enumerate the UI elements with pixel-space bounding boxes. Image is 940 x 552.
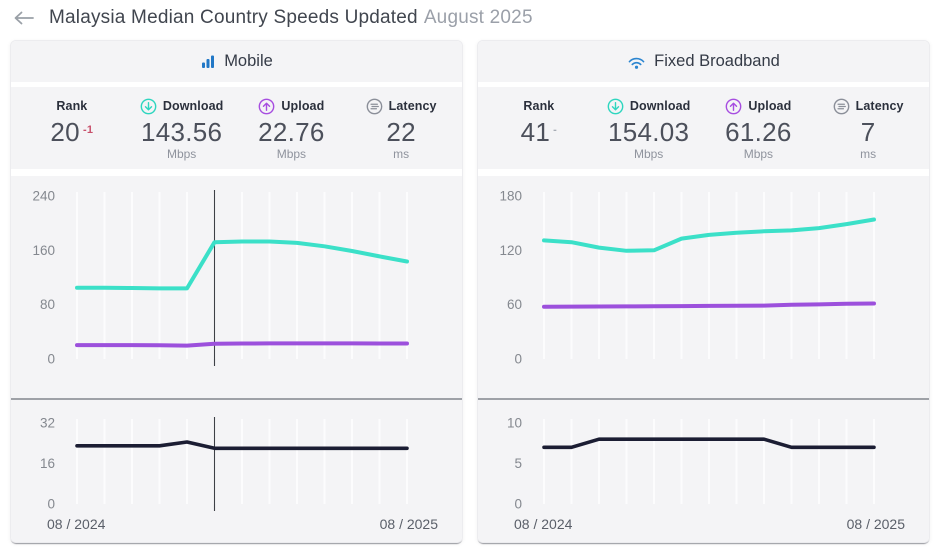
upload-label: Upload	[281, 99, 325, 113]
latency-unit: ms	[393, 147, 410, 161]
page-title-main: Malaysia Median Country Speeds Updated	[49, 7, 418, 28]
stat-latency: Latency 7 ms	[826, 97, 910, 161]
wifi-icon	[628, 57, 645, 69]
latency-icon	[366, 98, 383, 114]
svg-text:180: 180	[499, 189, 522, 204]
page-title: Malaysia Median Country Speeds Updated Au…	[49, 7, 533, 29]
stat-download: Download 143.56 Mbps	[140, 97, 224, 161]
rank-number: 41	[520, 117, 551, 147]
svg-text:60: 60	[507, 297, 522, 312]
download-label: Download	[162, 99, 224, 113]
svg-text:16: 16	[40, 456, 55, 471]
latency-label: Latency	[855, 99, 904, 113]
divider	[11, 169, 462, 176]
latency-label: Latency	[388, 99, 437, 113]
svg-text:0: 0	[514, 352, 522, 367]
upload-icon	[259, 98, 275, 114]
svg-text:0: 0	[47, 497, 55, 512]
svg-text:240: 240	[32, 189, 55, 204]
fixed-latency-chart[interactable]: 0 5 10 08 / 2024 08 / 2025	[478, 400, 929, 542]
download-value: 154.03	[607, 117, 690, 147]
rank-change: -1	[82, 124, 94, 136]
svg-text:08 / 2024: 08 / 2024	[514, 516, 573, 532]
svg-text:160: 160	[32, 243, 55, 258]
top-bar: Malaysia Median Country Speeds Updated Au…	[0, 0, 940, 32]
stat-upload: Upload 61.26 Mbps	[716, 97, 800, 161]
fixed-panel-header: Fixed Broadband	[478, 41, 929, 82]
latency-value: 7	[860, 117, 876, 147]
mobile-panel: Mobile Rank 20 -1 Download 143.56 Mbps	[10, 40, 463, 543]
upload-label: Upload	[748, 99, 792, 113]
svg-text:08 / 2024: 08 / 2024	[47, 516, 106, 532]
upload-icon	[726, 98, 742, 114]
fixed-stats: Rank 41- Download 154.03 Mbps	[478, 87, 929, 169]
mobile-stats: Rank 20 -1 Download 143.56 Mbps	[11, 87, 462, 169]
divider	[478, 169, 929, 176]
back-arrow-icon[interactable]	[13, 11, 35, 25]
svg-text:0: 0	[514, 497, 522, 512]
rank-value: 41-	[521, 117, 558, 147]
upload-unit: Mbps	[276, 147, 307, 161]
svg-text:08 / 2025: 08 / 2025	[847, 516, 906, 532]
page-title-date: August 2025	[423, 7, 533, 28]
rank-label: Rank	[56, 99, 88, 113]
rank-value: 20 -1	[50, 117, 93, 147]
divider	[478, 82, 929, 87]
upload-unit: Mbps	[743, 147, 774, 161]
latency-icon	[833, 98, 850, 114]
svg-text:0: 0	[47, 352, 55, 367]
download-label: Download	[629, 99, 691, 113]
mobile-speed-chart[interactable]: 0 80 160 240	[11, 176, 462, 398]
stat-upload: Upload 22.76 Mbps	[249, 97, 333, 161]
svg-text:32: 32	[40, 416, 55, 431]
rank-number: 20	[50, 117, 80, 147]
fixed-panel-title: Fixed Broadband	[654, 52, 780, 70]
fixed-charts: 0 60 120 180 0 5 10 08 / 2024 08 / 2025	[478, 176, 929, 542]
download-icon	[607, 98, 624, 114]
divider	[11, 82, 462, 87]
mobile-charts: 0 80 160 240 0 16 32 08 / 2024 08 / 2025	[11, 176, 462, 542]
download-icon	[140, 98, 157, 114]
download-value: 143.56	[140, 117, 223, 147]
fixed-broadband-panel: Fixed Broadband Rank 41- Download 154.03…	[477, 40, 930, 543]
svg-text:120: 120	[499, 243, 522, 258]
latency-value: 22	[386, 117, 416, 147]
mobile-panel-header: Mobile	[11, 41, 462, 82]
stat-download: Download 154.03 Mbps	[607, 97, 691, 161]
download-unit: Mbps	[633, 147, 664, 161]
svg-text:08 / 2025: 08 / 2025	[380, 516, 439, 532]
rank-label: Rank	[523, 99, 555, 113]
upload-value: 61.26	[725, 117, 792, 147]
mobile-latency-chart[interactable]: 0 16 32 08 / 2024 08 / 2025	[11, 400, 462, 542]
svg-text:5: 5	[514, 456, 522, 471]
upload-value: 22.76	[258, 117, 325, 147]
chart-divider	[478, 398, 929, 400]
stat-latency: Latency 22 ms	[359, 97, 443, 161]
mobile-panel-title: Mobile	[224, 52, 273, 70]
download-unit: Mbps	[166, 147, 197, 161]
mobile-bars-icon	[202, 55, 215, 68]
stat-rank: Rank 20 -1	[30, 97, 114, 161]
svg-text:10: 10	[507, 416, 522, 431]
fixed-speed-chart[interactable]: 0 60 120 180	[478, 176, 929, 398]
latency-unit: ms	[860, 147, 877, 161]
chart-divider	[11, 398, 462, 400]
stat-rank: Rank 41-	[497, 97, 581, 161]
panels-row: Mobile Rank 20 -1 Download 143.56 Mbps	[0, 32, 940, 543]
svg-text:80: 80	[40, 297, 55, 312]
rank-change: -	[553, 124, 558, 136]
